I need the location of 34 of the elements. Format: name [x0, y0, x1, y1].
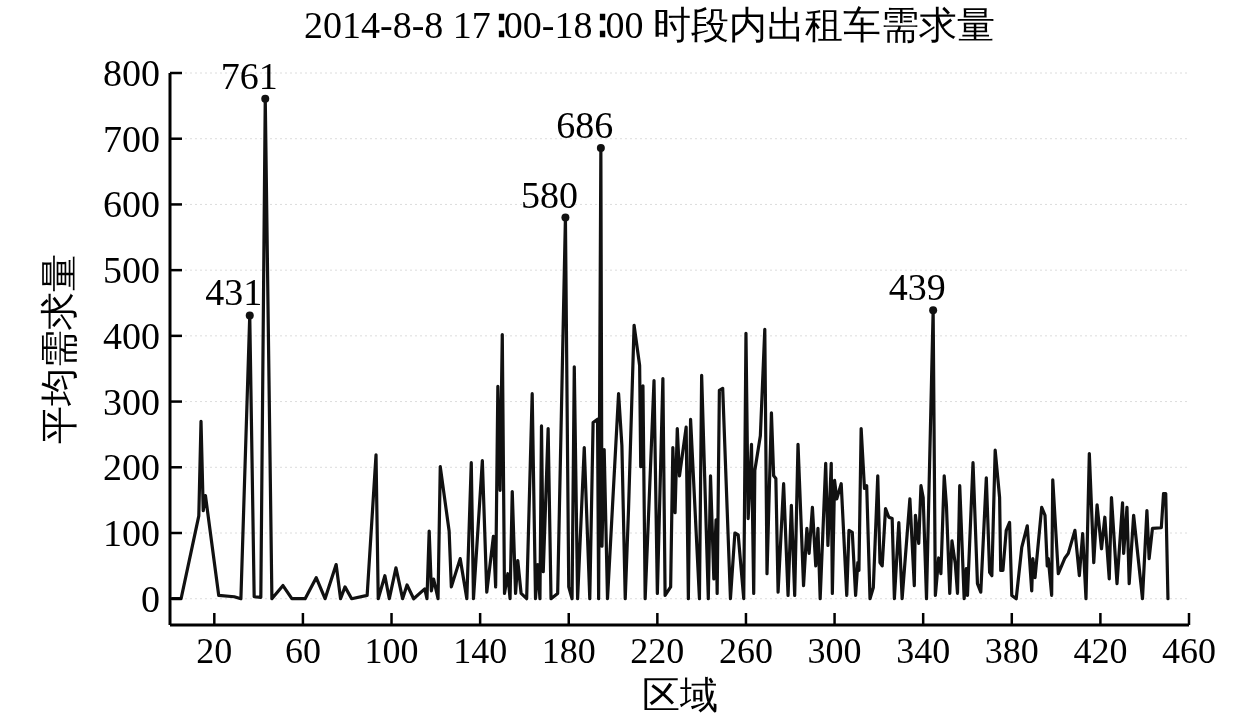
x-tick-label: 260	[718, 631, 773, 671]
point	[561, 213, 570, 222]
point	[261, 94, 270, 103]
y-tick-label: 400	[103, 314, 160, 357]
x-axis-title: 区域	[641, 674, 718, 716]
x-tick-label: 180	[541, 631, 596, 671]
y-tick-label: 0	[141, 577, 160, 620]
y-axis-title: 平均需求量	[38, 254, 80, 444]
y-tick-label: 200	[103, 446, 160, 489]
point	[929, 306, 938, 315]
annotation: 431	[205, 271, 263, 314]
x-tick-label: 340	[896, 631, 951, 671]
y-tick-label: 500	[103, 249, 160, 292]
x-tick-label: 300	[807, 631, 862, 671]
y-tick-label: 600	[103, 183, 160, 226]
x-tick-label: 140	[453, 631, 508, 671]
x-tick-label: 60	[284, 631, 321, 671]
x-tick-label: 20	[196, 631, 233, 671]
y-tick-label: 100	[103, 512, 160, 554]
y-tick-label: 700	[103, 117, 160, 160]
annotation: 761	[220, 54, 278, 97]
chart-title: 2014-8-8 17∶00-18∶00 时段内出租车需求量	[304, 4, 995, 46]
x-tick-label: 220	[630, 631, 685, 671]
y-tick-label: 800	[103, 52, 160, 94]
y-tick-label: 300	[103, 380, 160, 423]
annotation: 580	[520, 173, 578, 216]
x-tick-label: 420	[1073, 631, 1128, 671]
x-tick-label: 380	[984, 631, 1039, 671]
x-tick-label: 460	[1162, 631, 1216, 671]
annotation: 439	[888, 266, 946, 309]
x-tick-label: 100	[364, 631, 419, 671]
point	[596, 143, 605, 152]
annotation: 686	[556, 103, 614, 146]
point	[245, 311, 254, 320]
